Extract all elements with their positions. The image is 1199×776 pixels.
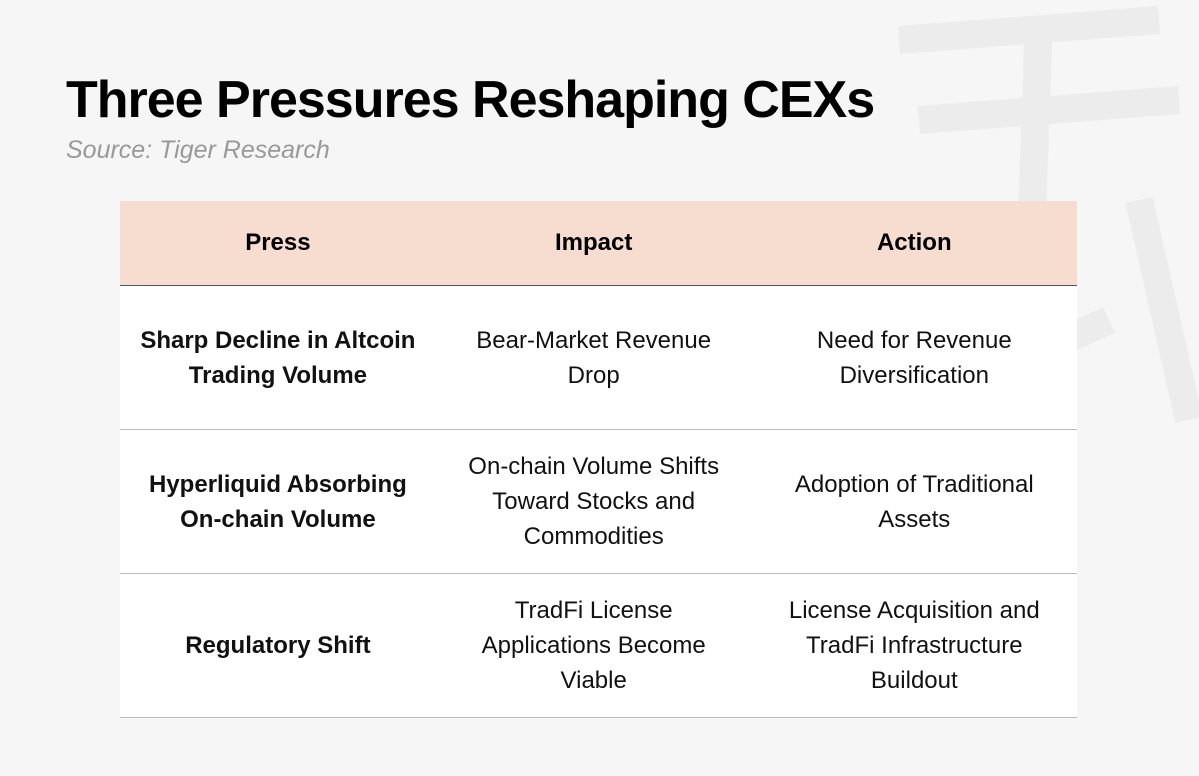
cell: Regulatory Shift xyxy=(120,573,436,718)
bg-logo xyxy=(867,6,1199,424)
column-header: Action xyxy=(751,201,1077,286)
column-header: Impact xyxy=(435,201,752,286)
cell: TradFi License Applications Become Viabl… xyxy=(435,573,752,718)
row: Hyperliquid Absorbing On-chain Volume On-… xyxy=(120,429,1077,574)
cell: License Acquisition and TradFi Infrastru… xyxy=(751,573,1077,718)
cell: Need for Revenue Diversification xyxy=(751,285,1077,430)
cell: Bear-Market Revenue Drop xyxy=(435,285,752,430)
cell: On-chain Volume Shifts Toward Stocks and… xyxy=(435,429,752,574)
source: Source: Tiger Research xyxy=(66,136,330,164)
cell: Adoption of Traditional Assets xyxy=(751,429,1077,574)
row: Sharp Decline in Altcoin Trading Volume B… xyxy=(120,285,1077,430)
title: Three Pressures Reshaping CEXs xyxy=(66,71,875,129)
row: Regulatory Shift TradFi License Applicati… xyxy=(120,573,1077,718)
cell: Hyperliquid Absorbing On-chain Volume xyxy=(120,429,436,574)
table: Press Impact Action Sharp Decline in Alt… xyxy=(120,201,1077,718)
cell: Sharp Decline in Altcoin Trading Volume xyxy=(120,285,436,430)
table-body: Sharp Decline in Altcoin Trading Volume B… xyxy=(120,285,1077,718)
column-header: Press xyxy=(120,201,436,286)
